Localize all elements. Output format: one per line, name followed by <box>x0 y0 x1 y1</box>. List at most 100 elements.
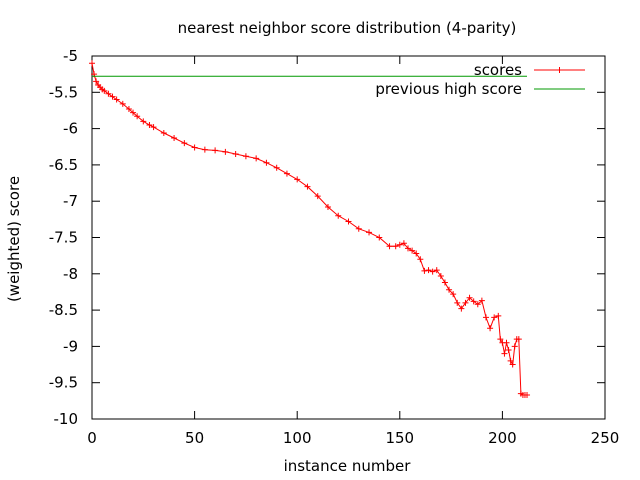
data-point <box>304 183 311 190</box>
data-point <box>146 121 153 128</box>
series-line-scores <box>91 63 527 396</box>
y-tick-label: -8.5 <box>49 301 78 319</box>
x-tick-label: 250 <box>591 429 620 447</box>
legend-label-scores: scores <box>474 61 522 79</box>
chart-title: nearest neighbor score distribution (4-p… <box>178 19 517 37</box>
data-point <box>113 96 120 103</box>
data-point <box>105 90 112 97</box>
x-tick-label: 100 <box>283 429 312 447</box>
data-point <box>89 60 95 67</box>
data-point <box>263 159 270 166</box>
data-point <box>222 148 229 155</box>
data-point <box>396 241 403 248</box>
data-point <box>101 87 108 94</box>
y-tick-label: -6.5 <box>49 156 78 174</box>
data-point <box>405 245 412 252</box>
x-axis-label: instance number <box>284 457 412 475</box>
y-tick-label: -6 <box>63 120 78 138</box>
data-point <box>294 176 301 183</box>
data-point <box>400 240 407 247</box>
series-layer <box>89 60 531 399</box>
data-point <box>417 256 424 263</box>
data-point <box>140 118 147 125</box>
data-point <box>437 272 444 279</box>
legend-marker-scores <box>556 67 563 73</box>
data-point <box>160 129 167 136</box>
y-tick-label: -9.5 <box>49 374 78 392</box>
data-point <box>450 291 457 298</box>
data-point <box>441 279 448 286</box>
data-point <box>466 294 473 301</box>
data-point <box>109 93 116 100</box>
y-tick-label: -10 <box>54 410 79 428</box>
y-tick-labels: -5 -5.5 -6 -6.5 -7 -7.5 -8 -8.5 -9 -9.5 -10 <box>49 47 78 428</box>
data-point <box>505 347 512 354</box>
y-tick-label: -5 <box>63 47 78 65</box>
data-point <box>462 299 469 306</box>
x-tick-labels: 0 50 100 150 200 250 <box>87 429 619 447</box>
y-tick-label: -7.5 <box>49 229 78 247</box>
y-tick-label: -9 <box>63 337 78 355</box>
data-point <box>134 113 141 120</box>
data-point <box>495 312 502 319</box>
data-point <box>509 361 516 368</box>
legend-label-previous-high-score: previous high score <box>375 80 522 98</box>
data-point <box>433 267 440 274</box>
data-point <box>454 299 461 306</box>
y-axis-label: (weighted) score <box>5 176 23 302</box>
data-point <box>474 301 481 308</box>
data-point <box>345 218 352 225</box>
data-point <box>470 298 477 305</box>
x-tick-label: 0 <box>87 429 97 447</box>
x-tick-label: 50 <box>185 429 204 447</box>
data-point <box>425 267 432 274</box>
data-point <box>232 151 239 158</box>
plot-frame <box>91 55 606 420</box>
data-point <box>478 297 485 304</box>
data-point <box>150 124 157 131</box>
data-point <box>507 357 514 364</box>
data-point <box>125 105 132 112</box>
data-point <box>253 155 260 162</box>
data-point <box>201 146 208 153</box>
y-tick-label: -5.5 <box>49 83 78 101</box>
y-tick-label: -7 <box>63 192 78 210</box>
data-point <box>458 305 465 312</box>
data-point <box>413 250 420 257</box>
data-point <box>409 247 416 254</box>
data-point <box>482 314 489 321</box>
data-point <box>93 78 100 85</box>
data-point <box>376 234 383 241</box>
data-point <box>386 243 393 250</box>
x-tick-label: 200 <box>488 429 517 447</box>
data-point <box>446 286 453 293</box>
data-point <box>487 325 494 332</box>
data-point <box>181 140 188 147</box>
data-point <box>497 336 504 343</box>
data-point <box>429 268 436 275</box>
data-point <box>355 225 362 232</box>
data-point <box>212 147 219 154</box>
x-tick-label: 150 <box>385 429 414 447</box>
data-point <box>515 336 522 343</box>
data-point <box>524 392 531 399</box>
data-point <box>130 109 137 116</box>
data-point <box>242 153 249 160</box>
data-point <box>314 193 321 200</box>
data-point <box>421 267 428 274</box>
data-point <box>366 229 373 236</box>
data-point <box>191 144 198 151</box>
data-point <box>501 350 508 357</box>
data-point <box>119 100 126 107</box>
data-point <box>324 204 331 211</box>
axis-ticks <box>91 55 606 420</box>
data-point <box>392 243 399 250</box>
y-tick-label: -8 <box>63 265 78 283</box>
data-point <box>335 212 342 219</box>
data-point <box>491 314 498 321</box>
data-point <box>283 170 290 177</box>
legend: scores previous high score <box>375 61 585 98</box>
data-point <box>273 164 280 171</box>
data-point <box>511 343 518 350</box>
